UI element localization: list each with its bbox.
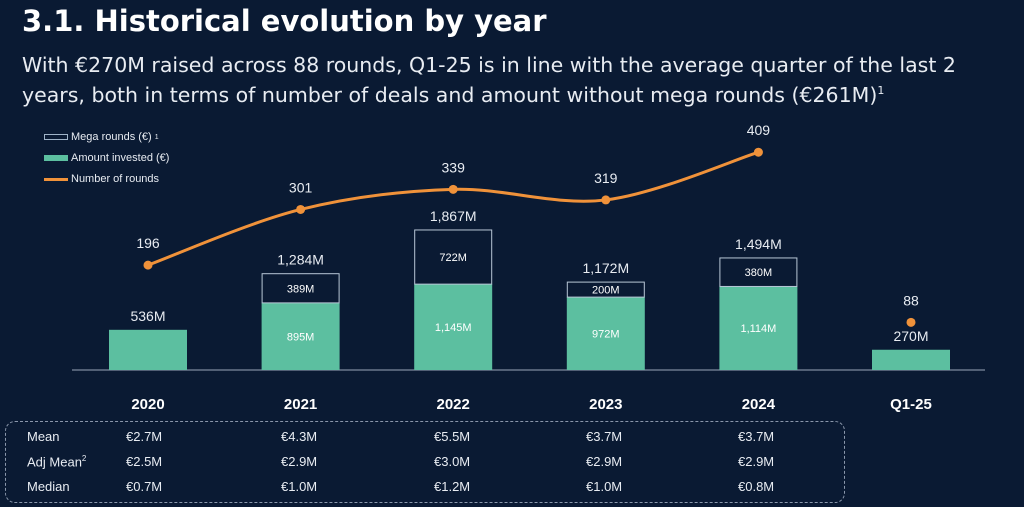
stats-cell: €5.5M bbox=[434, 429, 471, 444]
chart: 536M 2020 895M 389M 1,284M 2021 1,145M 722M 1,86… bbox=[72, 122, 985, 413]
stats-cell: €1.0M bbox=[281, 479, 318, 494]
category-label: 2022 bbox=[437, 396, 470, 413]
rounds-point bbox=[601, 195, 611, 205]
legend-label: Number of rounds bbox=[71, 173, 160, 185]
rounds-point bbox=[143, 260, 153, 270]
amount-bar bbox=[872, 349, 950, 370]
rounds-point bbox=[448, 184, 458, 194]
stats-row-label: Median bbox=[27, 479, 70, 494]
total-label: 536M bbox=[130, 308, 165, 324]
legend-label: Amount invested (€) bbox=[71, 152, 170, 164]
rounds-point bbox=[906, 317, 916, 327]
stats-cell: €4.3M bbox=[281, 429, 318, 444]
amount-label: 972M bbox=[592, 329, 620, 341]
category-label: Q1-25 bbox=[890, 396, 932, 413]
rounds-label: 409 bbox=[747, 122, 771, 138]
mega-label: 389M bbox=[287, 283, 315, 295]
legend-footnote: 1 bbox=[154, 133, 159, 141]
amount-bar bbox=[414, 284, 493, 370]
stats-cell: €2.7M bbox=[126, 429, 163, 444]
total-label: 1,284M bbox=[277, 252, 324, 268]
rounds-label: 88 bbox=[903, 292, 919, 308]
rounds-label: 319 bbox=[594, 170, 618, 186]
total-label: 1,494M bbox=[735, 236, 782, 252]
amount-label: 1,145M bbox=[435, 322, 472, 334]
rounds-swatch bbox=[44, 177, 68, 181]
stats-cell: €0.7M bbox=[126, 479, 163, 494]
mega-bar bbox=[261, 273, 340, 304]
amount-bar bbox=[109, 329, 187, 370]
mega-bar bbox=[719, 257, 798, 287]
stats-cell: €0.8M bbox=[738, 479, 775, 494]
amount-bar bbox=[566, 297, 645, 370]
mega-label: 722M bbox=[439, 252, 467, 264]
stats-cell: €3.0M bbox=[434, 454, 471, 469]
legend-label: Mega rounds (€) bbox=[71, 131, 152, 143]
legend-amount: Amount invested (€) bbox=[44, 152, 169, 164]
stats-cell: €2.9M bbox=[738, 454, 775, 469]
legend-rounds: Number of rounds bbox=[44, 173, 159, 185]
stats-cell: €1.0M bbox=[586, 479, 623, 494]
legend-mega: Mega rounds (€) 1 bbox=[44, 131, 159, 143]
total-label: 270M bbox=[893, 328, 928, 344]
stats-row-label: Mean bbox=[27, 429, 60, 444]
rounds-label: 301 bbox=[289, 179, 313, 195]
amount-bar bbox=[261, 302, 340, 370]
stats-cell: €2.9M bbox=[586, 454, 623, 469]
category-label: 2021 bbox=[284, 396, 317, 413]
stats-cell: €2.5M bbox=[126, 454, 163, 469]
stats-cell: €2.9M bbox=[281, 454, 318, 469]
stats-row-label: Adj Mean2 bbox=[27, 454, 87, 470]
mega-bar bbox=[414, 229, 493, 285]
stats-cell: €3.7M bbox=[586, 429, 623, 444]
page-title: 3.1. Historical evolution by year bbox=[22, 4, 547, 38]
page-subtitle: With €270M raised across 88 rounds, Q1-2… bbox=[22, 52, 1022, 108]
total-label: 1,867M bbox=[430, 208, 477, 224]
mega-swatch bbox=[44, 134, 68, 140]
subtitle-text: With €270M raised across 88 rounds, Q1-2… bbox=[22, 53, 956, 107]
stats-cell: €3.7M bbox=[738, 429, 775, 444]
amount-label: 895M bbox=[287, 331, 315, 343]
stats-cell: €1.2M bbox=[434, 479, 471, 494]
category-label: 2024 bbox=[742, 396, 776, 413]
mega-label: 380M bbox=[745, 267, 773, 279]
mega-bar bbox=[566, 281, 645, 298]
rounds-label: 196 bbox=[136, 235, 160, 251]
amount-swatch bbox=[44, 155, 68, 161]
category-label: 2020 bbox=[131, 396, 164, 413]
rounds-point bbox=[753, 147, 763, 157]
mega-label: 200M bbox=[592, 285, 620, 297]
amount-bar bbox=[719, 286, 798, 370]
category-label: 2023 bbox=[589, 396, 622, 413]
rounds-label: 339 bbox=[442, 159, 466, 175]
stats-table: Mean €2.7M €4.3M €5.5M €3.7M €3.7M Adj Mean2 €2… bbox=[5, 421, 845, 503]
subtitle-footnote: 1 bbox=[877, 84, 885, 97]
amount-label: 1,114M bbox=[740, 323, 776, 335]
total-label: 1,172M bbox=[582, 260, 629, 276]
rounds-point bbox=[296, 204, 306, 214]
